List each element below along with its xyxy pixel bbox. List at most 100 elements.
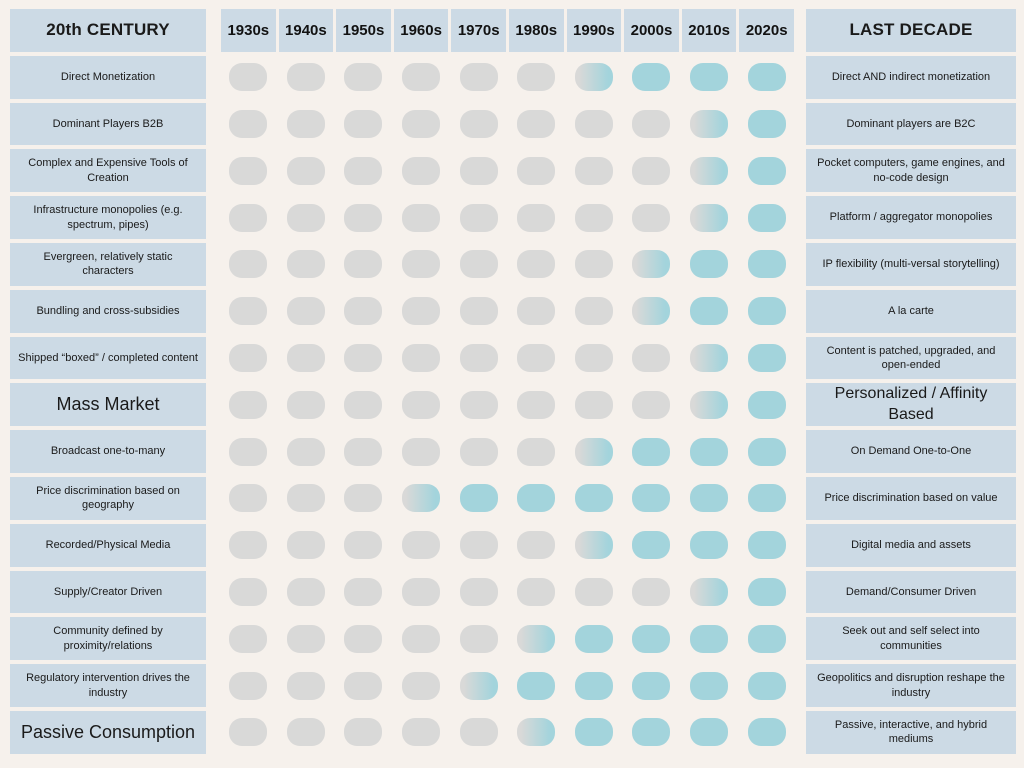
pill-1970s-gray xyxy=(459,390,498,419)
pill-cell-1940s xyxy=(279,711,334,754)
pill-cell-1990s xyxy=(567,664,622,707)
pill-strip xyxy=(206,430,806,473)
pill-2000s-teal xyxy=(632,624,671,653)
pill-1990s-gray xyxy=(574,250,613,279)
decade-header-strip: 1930s 1940s 1950s 1960s 1970s 1980s 1990s 2000s… xyxy=(206,9,806,52)
right-label-last-decade: Pocket computers, game engines, and no-c… xyxy=(806,149,1016,193)
pill-1950s-gray xyxy=(344,297,383,326)
pill-cell-1970s xyxy=(451,56,506,99)
pill-1960s-gray xyxy=(402,390,441,419)
left-label-20th-century: Shipped “boxed” / completed content xyxy=(10,336,206,380)
pill-cell-1940s xyxy=(279,56,334,99)
pill-cell-1960s xyxy=(394,477,449,520)
matrix-row: Shipped “boxed” / completed content Conte… xyxy=(10,336,1016,380)
pill-cell-1960s xyxy=(394,337,449,380)
pill-2000s-fade xyxy=(632,297,671,326)
pill-cell-1960s xyxy=(394,571,449,614)
pill-cell-1970s xyxy=(451,571,506,614)
left-label-20th-century: Recorded/Physical Media xyxy=(10,523,206,567)
pill-1980s-teal xyxy=(517,484,556,513)
pill-cell-2000s xyxy=(624,571,679,614)
pill-cell-1970s xyxy=(451,477,506,520)
pill-cell-1950s xyxy=(336,149,391,192)
matrix-row: Dominant Players B2B Dominant players are… xyxy=(10,102,1016,146)
pill-strip xyxy=(206,103,806,146)
pill-cell-1930s xyxy=(221,430,276,473)
pill-1950s-gray xyxy=(344,577,383,606)
pill-cell-1930s xyxy=(221,617,276,660)
pill-cell-1960s xyxy=(394,103,449,146)
pill-cell-1950s xyxy=(336,337,391,380)
pill-cell-2020s xyxy=(739,430,794,473)
pill-strip xyxy=(206,56,806,99)
pill-cell-1980s xyxy=(509,711,564,754)
pill-2020s-teal xyxy=(747,624,786,653)
pill-1940s-gray xyxy=(286,484,325,513)
pill-cell-1930s xyxy=(221,56,276,99)
pill-1930s-gray xyxy=(229,390,268,419)
pill-2000s-fade xyxy=(632,250,671,279)
pill-1940s-gray xyxy=(286,109,325,138)
pill-cell-2000s xyxy=(624,56,679,99)
pill-cell-1940s xyxy=(279,571,334,614)
pill-2000s-teal xyxy=(632,63,671,92)
pill-2010s-fade xyxy=(690,390,729,419)
pill-cell-1970s xyxy=(451,196,506,239)
pill-2020s-teal xyxy=(747,531,786,560)
pill-2000s-teal xyxy=(632,671,671,700)
pill-1950s-gray xyxy=(344,343,383,372)
pill-1940s-gray xyxy=(286,718,325,747)
pill-2000s-teal xyxy=(632,531,671,560)
pill-cell-1950s xyxy=(336,711,391,754)
pill-cell-2020s xyxy=(739,56,794,99)
pill-cell-2020s xyxy=(739,383,794,426)
decade-header-1980s: 1980s xyxy=(508,9,564,52)
pill-1970s-gray xyxy=(459,624,498,653)
pill-1970s-gray xyxy=(459,250,498,279)
matrix-row: Broadcast one-to-many On Demand One-to-On… xyxy=(10,430,1016,473)
pill-2000s-teal xyxy=(632,718,671,747)
pill-strip xyxy=(206,617,806,660)
pill-strip xyxy=(206,383,806,426)
pill-1940s-gray xyxy=(286,63,325,92)
pill-1960s-gray xyxy=(402,156,441,185)
pill-cell-1930s xyxy=(221,290,276,333)
pill-cell-1930s xyxy=(221,243,276,286)
right-label-last-decade: Passive, interactive, and hybrid mediums xyxy=(806,710,1016,754)
pill-cell-1950s xyxy=(336,524,391,567)
pill-2000s-gray xyxy=(632,203,671,232)
pill-cell-1940s xyxy=(279,524,334,567)
pill-cell-2000s xyxy=(624,103,679,146)
pill-cell-1930s xyxy=(221,571,276,614)
pill-cell-1990s xyxy=(567,571,622,614)
pill-cell-2000s xyxy=(624,196,679,239)
pill-2020s-teal xyxy=(747,250,786,279)
matrix-row: Passive Consumption Passive, interactive,… xyxy=(10,710,1016,754)
pill-cell-2020s xyxy=(739,149,794,192)
pill-1930s-gray xyxy=(229,671,268,700)
right-label-last-decade: Direct AND indirect monetization xyxy=(806,55,1016,99)
pill-2000s-teal xyxy=(632,437,671,466)
pill-2020s-teal xyxy=(747,718,786,747)
pill-strip xyxy=(206,337,806,380)
pill-1930s-gray xyxy=(229,577,268,606)
pill-2010s-teal xyxy=(690,250,729,279)
pill-cell-1940s xyxy=(279,337,334,380)
pill-1930s-gray xyxy=(229,343,268,372)
pill-cell-1980s xyxy=(509,664,564,707)
pill-strip xyxy=(206,149,806,192)
pill-cell-2020s xyxy=(739,243,794,286)
pill-strip xyxy=(206,571,806,614)
pill-cell-1940s xyxy=(279,196,334,239)
right-label-last-decade: IP flexibility (multi-versal storytellin… xyxy=(806,242,1016,286)
pill-cell-2020s xyxy=(739,664,794,707)
right-label-last-decade: Demand/Consumer Driven xyxy=(806,570,1016,614)
matrix-row: Price discrimination based on geography P… xyxy=(10,476,1016,520)
pill-1940s-gray xyxy=(286,250,325,279)
left-label-20th-century: Dominant Players B2B xyxy=(10,102,206,146)
pill-1970s-gray xyxy=(459,531,498,560)
pill-1930s-gray xyxy=(229,437,268,466)
pill-2010s-teal xyxy=(690,531,729,560)
pill-1980s-gray xyxy=(517,577,556,606)
